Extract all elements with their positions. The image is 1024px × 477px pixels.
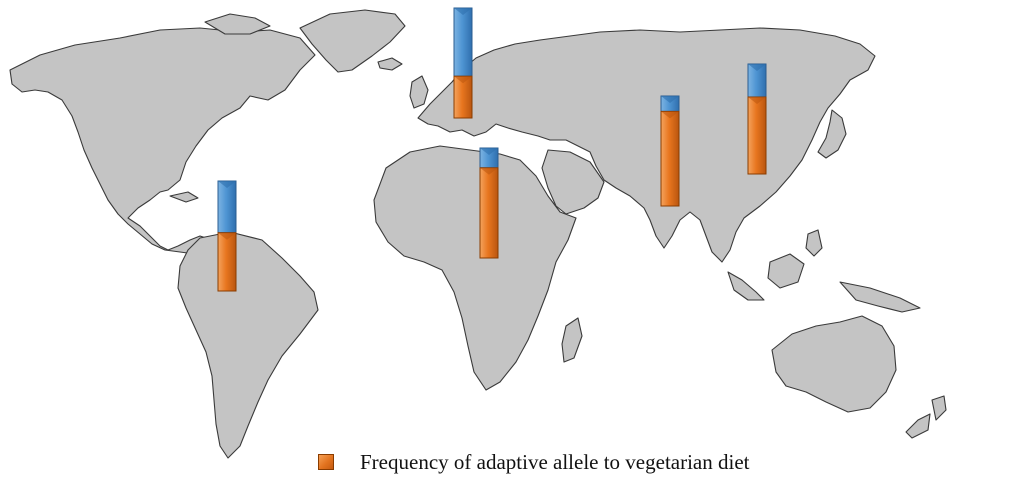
bar-remainder-south-america — [217, 180, 237, 234]
landmass-south-america — [177, 231, 319, 459]
landmass-new-guinea — [839, 281, 921, 313]
bar-adaptive-south-america — [217, 232, 237, 292]
landmass-iceland — [377, 57, 403, 71]
landmass-north-america — [9, 27, 316, 255]
legend-swatch-orange — [318, 454, 334, 470]
bar-adaptive-africa — [479, 167, 499, 259]
landmass-caribbean — [169, 191, 199, 203]
bar-cap-remainder — [480, 148, 498, 155]
bar-adaptive-south-asia — [660, 110, 680, 207]
landmass-arctic-islands — [204, 13, 271, 35]
legend: Frequency of adaptive allele to vegetari… — [318, 450, 750, 474]
landmass-africa — [373, 145, 577, 391]
bar-group — [217, 7, 767, 292]
landmass-greenland — [299, 9, 406, 73]
bar-cap-adaptive — [748, 97, 766, 104]
landmass-madagascar — [561, 317, 583, 363]
landmass-australia — [771, 315, 897, 413]
bar-cap-adaptive — [661, 111, 679, 119]
bar-remainder-europe — [453, 7, 473, 77]
bar-cap-adaptive — [480, 167, 498, 175]
landmass-philippines — [805, 229, 823, 257]
landmass-japan — [817, 109, 847, 159]
landmass-new-zealand — [931, 395, 947, 421]
landmass-new-zealand-south — [905, 413, 931, 439]
landmass-arabia — [541, 149, 605, 215]
bar-cap-adaptive — [454, 76, 472, 84]
bar-cap-adaptive — [218, 232, 236, 240]
bar-cap-remainder — [454, 8, 472, 15]
landmass-indonesia — [727, 271, 765, 301]
bar-cap-remainder — [218, 181, 236, 188]
landmass-borneo — [767, 253, 805, 289]
bar-cap-remainder — [748, 64, 766, 71]
bar-cap-remainder — [661, 96, 679, 103]
bar-adaptive-east-asia — [747, 96, 767, 175]
legend-label: Frequency of adaptive allele to vegetari… — [360, 449, 750, 474]
landmass-british-isles — [409, 75, 429, 109]
